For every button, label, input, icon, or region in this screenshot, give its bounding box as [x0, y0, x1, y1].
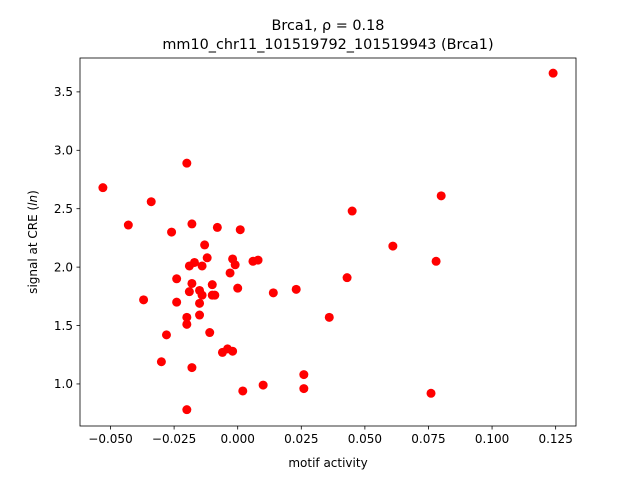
- x-tick-label: 0.000: [221, 432, 255, 446]
- x-tick-label: 0.050: [348, 432, 382, 446]
- data-point: [258, 380, 268, 390]
- data-point: [182, 319, 192, 329]
- data-point: [98, 183, 108, 193]
- data-point: [197, 290, 207, 300]
- y-tick-label: 2.0: [54, 260, 73, 274]
- data-point: [197, 261, 207, 271]
- data-point: [195, 310, 205, 320]
- y-axis-label: signal at CRE (ln): [26, 190, 40, 294]
- data-point: [202, 253, 212, 263]
- data-point: [182, 405, 192, 415]
- data-point: [156, 357, 166, 367]
- x-tick-label: 0.125: [538, 432, 572, 446]
- data-point: [172, 274, 182, 284]
- data-point: [431, 256, 441, 266]
- data-point: [195, 298, 205, 308]
- y-tick-label: 1.0: [54, 377, 73, 391]
- data-point: [291, 284, 301, 294]
- x-tick-label: −0.050: [88, 432, 132, 446]
- data-point: [347, 206, 357, 216]
- data-point: [182, 312, 192, 322]
- data-point: [436, 191, 446, 201]
- data-point: [342, 273, 352, 283]
- y-tick-label: 2.5: [54, 202, 73, 216]
- data-point: [200, 240, 210, 250]
- data-point: [426, 388, 436, 398]
- y-axis-label-italic: ln: [26, 195, 40, 206]
- data-point: [228, 346, 238, 356]
- y-tick-label: 1.5: [54, 319, 73, 333]
- data-point: [205, 328, 215, 338]
- data-point: [299, 384, 309, 394]
- data-point: [253, 255, 263, 265]
- x-tick-label: 0.025: [284, 432, 318, 446]
- data-point: [161, 330, 171, 340]
- data-point: [207, 280, 217, 290]
- data-point: [187, 219, 197, 229]
- y-axis-label-suffix: ): [26, 190, 40, 195]
- data-point: [233, 283, 243, 293]
- data-point: [230, 260, 240, 270]
- data-point: [210, 290, 220, 300]
- data-point: [146, 197, 156, 207]
- data-point: [238, 386, 248, 396]
- data-point: [167, 227, 177, 237]
- x-tick-label: 0.075: [411, 432, 445, 446]
- x-tick-label: 0.100: [475, 432, 509, 446]
- data-point: [225, 268, 235, 278]
- chart-subtitle: mm10_chr11_101519792_101519943 (Brca1): [162, 37, 493, 53]
- y-tick-label: 3.0: [54, 144, 73, 158]
- data-point: [123, 220, 133, 230]
- x-axis-label: motif activity: [288, 456, 367, 470]
- y-axis-label-prefix: signal at CRE (: [26, 206, 40, 294]
- data-point: [172, 297, 182, 307]
- plot-area: −0.050 −0.025 0.000 0.025 0.050 0.075 0.100 0.1…: [54, 57, 577, 446]
- data-point: [212, 222, 222, 232]
- data-point: [324, 312, 334, 322]
- data-point: [189, 257, 199, 267]
- chart-title: Brca1, ρ = 0.18: [272, 18, 385, 34]
- data-point: [187, 363, 197, 373]
- data-point: [548, 68, 558, 78]
- data-point: [184, 287, 194, 297]
- data-point: [182, 158, 192, 168]
- data-point: [187, 278, 197, 288]
- data-point: [139, 295, 149, 305]
- data-point: [235, 225, 245, 235]
- x-tick-label: −0.025: [152, 432, 196, 446]
- data-point: [268, 288, 278, 298]
- data-point: [388, 241, 398, 251]
- data-point: [299, 370, 309, 380]
- y-tick-label: 3.5: [54, 85, 73, 99]
- plot-frame: [79, 57, 577, 427]
